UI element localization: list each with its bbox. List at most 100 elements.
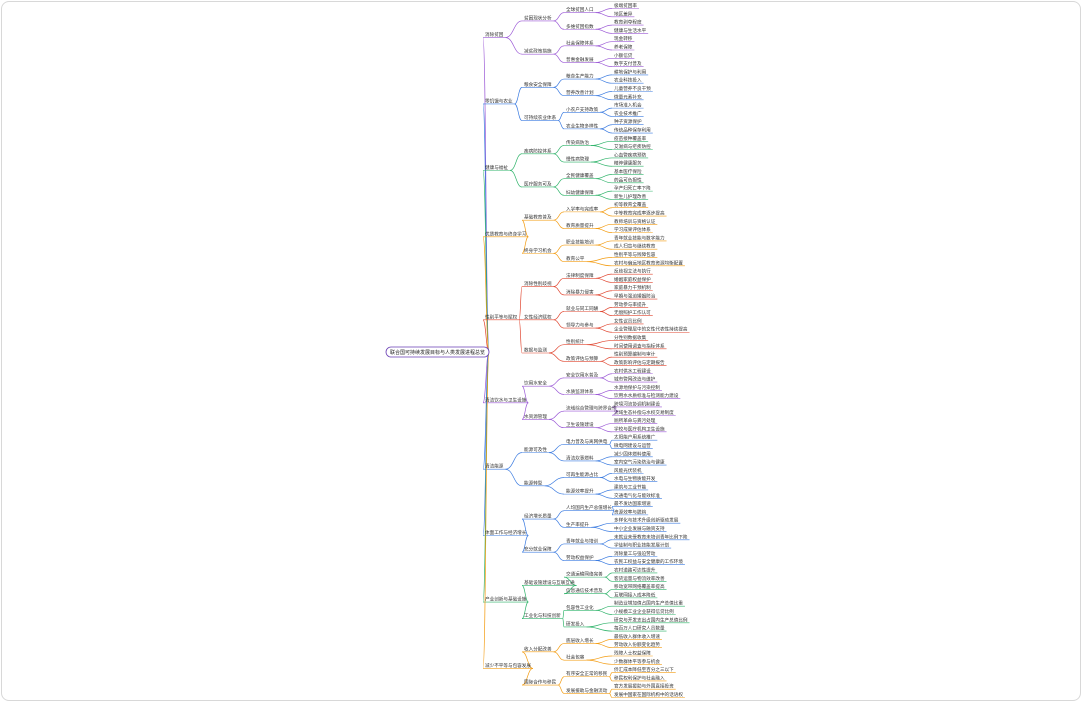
topic-label: 体面工作与经济增长 xyxy=(485,529,527,536)
topic-label: 发展援助与金融流动 xyxy=(566,687,608,694)
topic-label: 底层收入增长 xyxy=(566,637,594,644)
connector xyxy=(548,377,565,387)
connector xyxy=(595,456,613,462)
connector xyxy=(553,286,565,296)
topic-label: 社会保障体系 xyxy=(566,39,594,46)
leaf-label: 微电网建设与运营 xyxy=(614,442,651,449)
topic-label: 粮食安全保障 xyxy=(524,81,552,88)
leaf-label: 学校与医疗机构卫生设施 xyxy=(614,425,665,432)
connector xyxy=(558,111,565,121)
connector xyxy=(609,443,613,449)
topic-label: 就业与同工同酬 xyxy=(566,305,599,312)
connector xyxy=(553,319,565,329)
edges xyxy=(482,8,690,698)
leaf-label: 心血管疾病预防 xyxy=(614,151,647,158)
topic-label: 青年就业与培训 xyxy=(566,537,599,544)
connector xyxy=(595,560,613,566)
connector xyxy=(595,423,613,429)
leaf-label: 资源效率与脱钩 xyxy=(614,508,647,515)
connector xyxy=(586,626,613,632)
leaf-label: 中小企业发展与融资支持 xyxy=(614,525,665,532)
connector xyxy=(553,219,565,229)
leaf-label: 农民工权益与安全健康的工作环境 xyxy=(614,558,683,565)
leaf-label: 农业技术推广 xyxy=(614,110,642,117)
topic-label: 减少不平等与包容发展 xyxy=(485,662,531,669)
leaf-label: 制造业增加值占国内生产总值比重 xyxy=(614,600,683,607)
connector xyxy=(595,223,613,229)
leaf-label: 城市管网改造与维护 xyxy=(614,376,656,383)
connector xyxy=(514,87,523,105)
connector xyxy=(595,394,613,400)
connector xyxy=(586,655,613,661)
topic-label: 减贫政策措施 xyxy=(524,48,552,55)
topic-label: 法律制度保障 xyxy=(566,272,594,279)
topic-label: 产业创新与基础设施 xyxy=(485,596,527,603)
connector xyxy=(553,20,565,30)
topic-label: 基础设施建设与互联互通 xyxy=(524,579,575,586)
leaf-label: 最不发达国家增速 xyxy=(614,500,651,507)
leaf-label: 互联网接入成本降低 xyxy=(614,591,656,598)
connector xyxy=(562,618,565,628)
leaf-label: 传统品种保存利用 xyxy=(614,127,651,134)
topic-label: 安全饮用水普及 xyxy=(566,371,599,378)
leaf-label: 厕所革命与粪污处理 xyxy=(614,417,656,424)
topic-label: 可再生能源占比 xyxy=(566,471,599,478)
topic-label: 充分就业保障 xyxy=(524,546,552,553)
leaf-label: 发展中国家在国际机构中的话语权 xyxy=(614,691,683,698)
connector xyxy=(595,244,613,250)
topic-label: 妇幼健康保障 xyxy=(566,189,594,196)
topic-label: 研发投入 xyxy=(566,620,585,627)
topic-label: 粮食生产能力 xyxy=(566,73,594,80)
connector xyxy=(548,419,565,429)
connector xyxy=(595,194,613,200)
leaf-label: 最低收入群体收入增速 xyxy=(614,633,660,640)
leaf-label: 教育剥夺程度 xyxy=(614,19,642,26)
connector xyxy=(548,452,565,462)
connector xyxy=(521,236,529,254)
leaf-label: 极端贫困率 xyxy=(614,2,637,9)
connector xyxy=(553,311,565,321)
connector xyxy=(521,385,529,404)
leaf-label: 女性议员比例 xyxy=(614,317,642,324)
connector xyxy=(553,543,565,553)
connector xyxy=(600,356,613,362)
leaf-label: 交通电气化与能效标准 xyxy=(614,492,660,499)
connector xyxy=(586,340,613,346)
topic-label: 教育质量提升 xyxy=(566,222,594,229)
connector xyxy=(600,111,613,117)
topic-label: 有序安全正常的移民 xyxy=(566,670,608,677)
topic-label: 水质监测体系 xyxy=(566,388,594,395)
topic-label: 消除性别歧视 xyxy=(524,280,552,287)
connector xyxy=(595,240,613,246)
connector xyxy=(595,460,613,466)
leaf-label: 流域生态补偿与水权交易制度 xyxy=(614,409,674,416)
topic-label: 职业技能培训 xyxy=(566,239,594,246)
connector xyxy=(590,522,613,528)
leaf-label: 农村供水工程建设 xyxy=(614,367,651,374)
topic-label: 小农户支持政策 xyxy=(566,106,599,113)
topic-label: 包容性工业化 xyxy=(566,604,594,611)
leaf-label: 消除童工与强迫劳动 xyxy=(614,550,656,557)
connector xyxy=(521,601,529,619)
topic-label: 生产率提升 xyxy=(566,521,589,528)
connector xyxy=(595,41,613,47)
topic-label: 健康与福祉 xyxy=(485,164,508,171)
leaf-label: 教师培训与资格认证 xyxy=(614,218,656,225)
leaf-label: 疫苗接种覆盖率 xyxy=(614,135,647,142)
topic-label: 农业生物多样性 xyxy=(566,122,599,129)
leaf-label: 劳动收入份额变化趋势 xyxy=(614,641,660,648)
connector xyxy=(600,124,613,130)
connector xyxy=(595,639,613,644)
connector xyxy=(518,286,523,321)
connector xyxy=(548,385,565,395)
connector xyxy=(604,576,613,582)
topic-label: 入学率与完成率 xyxy=(566,205,599,212)
connector xyxy=(553,277,565,287)
connector xyxy=(595,323,613,329)
topic-label: 贫困现状分析 xyxy=(524,14,552,21)
connector xyxy=(586,257,613,263)
leaf-label: 小额信贷 xyxy=(614,52,633,59)
connector xyxy=(590,145,613,150)
leaf-label: 农村道路可达性提升 xyxy=(614,566,656,573)
leaf-label: 跨境河流协调机制建设 xyxy=(614,400,660,407)
